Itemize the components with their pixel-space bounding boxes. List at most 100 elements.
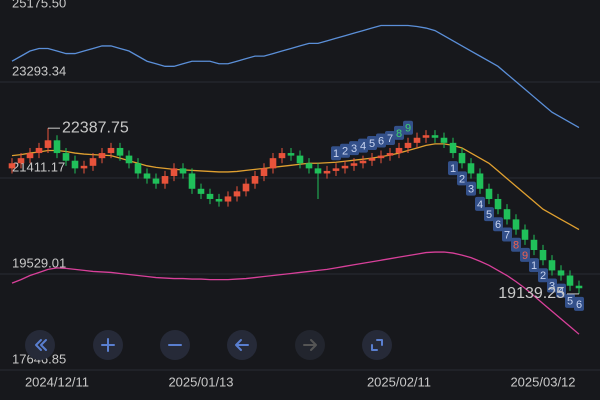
candle-body [278, 153, 286, 159]
candle-body [152, 178, 160, 184]
candle-body [458, 153, 466, 164]
candle-body [485, 188, 493, 199]
scroll-right-button[interactable] [295, 330, 325, 360]
zoom-out-button[interactable] [160, 330, 190, 360]
candle-body [161, 176, 169, 184]
y-tick-label: 19529.01 [12, 255, 66, 270]
setup-count-box [340, 143, 350, 158]
candle-body [35, 147, 43, 154]
setup-count: 6 [495, 219, 501, 231]
setup-count-box [484, 207, 494, 222]
setup-count-box [556, 283, 566, 298]
toolbar [25, 330, 392, 360]
band-line [11, 24, 580, 129]
candle-body [323, 170, 331, 174]
candle-body [350, 163, 358, 166]
candle-body [359, 160, 367, 164]
setup-count: 7 [504, 229, 510, 241]
candle-body [539, 250, 547, 261]
candle-body [80, 165, 88, 169]
setup-count: 1 [531, 260, 537, 272]
candle-body [557, 270, 565, 276]
candle-body [62, 153, 70, 161]
scroll-left-button[interactable] [227, 330, 257, 360]
candle-body [413, 137, 421, 143]
plot: 17646.8519529.0121411.1723293.3425175.50… [0, 0, 600, 389]
setup-count-box [538, 268, 548, 283]
setup-count-box [520, 247, 530, 262]
candle-body [512, 219, 520, 230]
candle-body [143, 173, 151, 179]
candle-body [98, 153, 106, 159]
x-tick-label: 2024/12/11 [25, 374, 89, 389]
setup-count: 4 [360, 141, 366, 153]
setup-count: 8 [396, 128, 402, 140]
setup-count: 9 [522, 250, 528, 262]
annotation: 19139.25 [498, 285, 565, 302]
candle-body [71, 160, 79, 169]
candle-body [395, 147, 403, 154]
y-tick-label: 25175.50 [12, 0, 66, 10]
candle-body [449, 142, 457, 154]
setup-count: 6 [378, 135, 384, 147]
band-line [11, 143, 580, 231]
x-tick-label: 2025/01/13 [168, 374, 233, 389]
candle-body [125, 155, 133, 164]
candle-body [188, 173, 196, 189]
setup-count-box [493, 217, 503, 232]
setup-count-box [385, 130, 395, 145]
candle-body [494, 198, 502, 210]
candle-body [368, 158, 376, 161]
candle-body [242, 183, 250, 192]
setup-count: 4 [558, 286, 564, 298]
annotation: 22387.75 [62, 119, 129, 136]
setup-count-box [475, 196, 485, 211]
candle-body [404, 142, 412, 148]
y-tick-label: 23293.34 [12, 63, 66, 78]
candle-body [386, 153, 394, 156]
candle-body [287, 153, 295, 156]
setup-count: 5 [369, 138, 375, 150]
setup-count-box [457, 171, 467, 186]
candle-body [89, 158, 97, 166]
candle-body [224, 196, 232, 202]
candle-body [269, 158, 277, 169]
setup-count-box [565, 293, 575, 308]
reset-button[interactable] [362, 330, 392, 360]
candle-body [305, 163, 313, 169]
candle-body [377, 155, 385, 159]
setup-count: 3 [351, 143, 357, 155]
setup-count: 4 [477, 199, 483, 211]
scroll-start-button[interactable] [25, 330, 55, 360]
setup-count-box [349, 141, 359, 156]
setup-count: 3 [549, 280, 555, 292]
setup-count-box [466, 181, 476, 196]
setup-count: 2 [342, 146, 348, 158]
setup-count: 5 [486, 209, 492, 221]
setup-count-box [394, 125, 404, 140]
candle-body [296, 155, 304, 164]
candle-body [431, 135, 439, 138]
zoom-in-button[interactable] [93, 330, 123, 360]
setup-count: 2 [459, 173, 465, 185]
candle-body [467, 163, 475, 174]
candle-body [233, 191, 241, 197]
candle-body [197, 188, 205, 194]
setup-count-box [529, 258, 539, 273]
setup-count-box [502, 227, 512, 242]
candle-body [548, 260, 556, 271]
candle-body [332, 168, 340, 171]
setup-count: 1 [333, 148, 339, 160]
setup-count-box [358, 138, 368, 153]
candle-body [422, 135, 430, 138]
band-line [11, 251, 580, 335]
setup-count: 7 [387, 133, 393, 145]
candle-body [314, 168, 322, 174]
candle-body [215, 198, 223, 202]
candle-body [530, 239, 538, 250]
setup-count: 6 [576, 299, 582, 311]
candle-body [170, 168, 178, 177]
setup-count: 5 [567, 296, 573, 308]
candle-body [341, 165, 349, 169]
